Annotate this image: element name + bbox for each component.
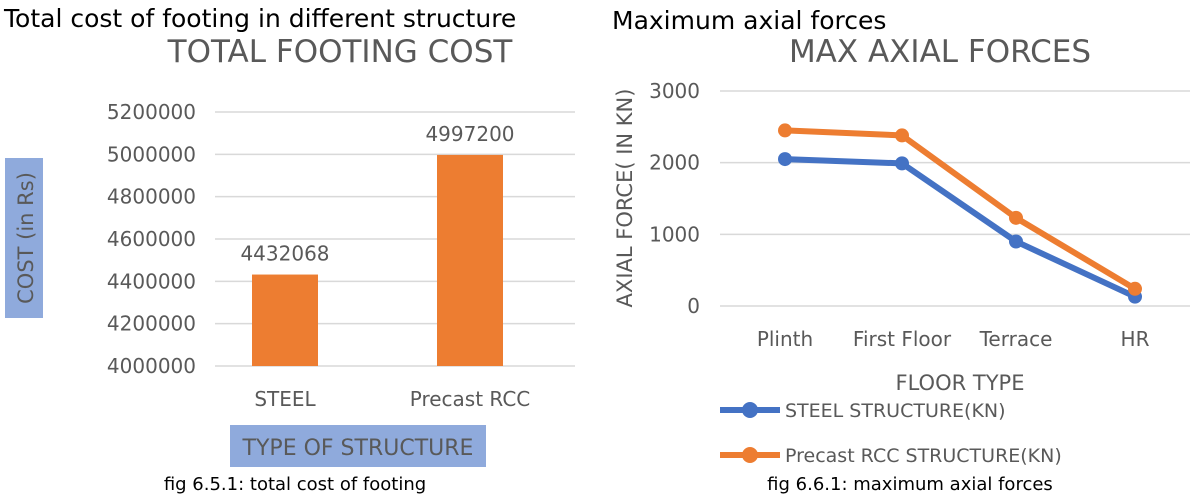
y-tick-label: 4800000: [107, 185, 196, 209]
x-tick-label: STEEL: [254, 387, 316, 411]
bar-0: [252, 274, 318, 366]
data-label: 4997200: [425, 122, 514, 146]
y-tick-label: 4200000: [107, 312, 196, 336]
y-tick-label: 0: [687, 294, 700, 318]
series-line-0: [784, 156, 1137, 300]
legend-marker-1: [742, 447, 758, 463]
y-tick-label: 1000: [649, 222, 700, 246]
series-0-point: [1009, 234, 1023, 249]
left-caption: fig 6.5.1: total cost of footing: [163, 474, 427, 495]
left-heading: Total cost of footing in different struc…: [4, 4, 517, 33]
y-tick-label: 2000: [649, 151, 700, 175]
y-tick-label: 3000: [649, 79, 700, 103]
x-tick-label: Terrace: [979, 327, 1053, 351]
series-1-point: [1128, 281, 1142, 296]
series-1-point: [1009, 210, 1023, 225]
bar-1: [437, 154, 503, 366]
y-tick-label: 4000000: [107, 354, 196, 378]
bar-chart-title: TOTAL FOOTING COST: [167, 34, 513, 70]
y-axis-title-bg: [5, 158, 43, 318]
y-tick-label: 5200000: [107, 100, 196, 124]
y-tick-label: 4400000: [107, 269, 196, 293]
x-axis-title: TYPE OF STRUCTURE: [242, 436, 474, 461]
series-1-point: [778, 123, 792, 138]
x-tick-label: HR: [1121, 327, 1150, 351]
line-chart-title: MAX AXIAL FORCES: [788, 34, 1092, 70]
y-axis-title: AXIAL FORCE( IN KN): [613, 89, 637, 308]
series-0-point: [778, 152, 792, 167]
x-tick-label: First Floor: [853, 327, 952, 351]
series-1-point: [895, 128, 909, 143]
right-caption: fig 6.6.1: maximum axial forces: [767, 474, 1053, 495]
data-label: 4432068: [240, 242, 329, 266]
legend-marker-0: [742, 402, 758, 418]
y-axis-title: COST (in Rs): [14, 172, 38, 304]
x-tick-label: Plinth: [757, 327, 813, 351]
x-axis-title: FLOOR TYPE: [896, 371, 1025, 395]
y-tick-label: 5000000: [107, 142, 196, 166]
x-axis-title-bg: [230, 425, 486, 467]
series-0-point: [895, 156, 909, 171]
right-heading: Maximum axial forces: [612, 6, 887, 35]
legend-label: Precast RCC STRUCTURE(KN): [785, 445, 1062, 467]
y-tick-label: 4600000: [107, 227, 196, 251]
legend-label: STEEL STRUCTURE(KN): [785, 400, 1006, 422]
series-line-1: [784, 127, 1137, 292]
x-tick-label: Precast RCC: [410, 387, 531, 411]
